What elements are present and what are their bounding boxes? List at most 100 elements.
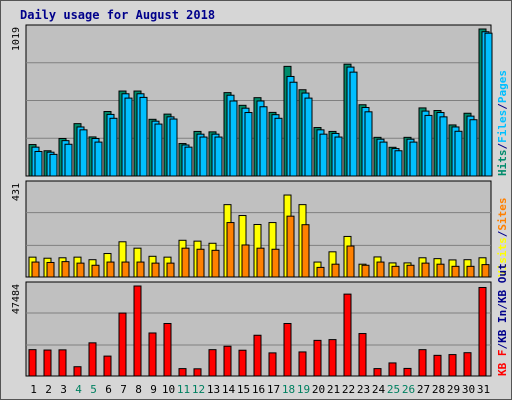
bar-visits-sites-day-2 bbox=[46, 261, 55, 278]
bar-hits-pages-day-5 bbox=[94, 141, 103, 177]
x-tick-day-9: 9 bbox=[150, 383, 157, 396]
x-tick-day-11: 11 bbox=[177, 383, 190, 396]
panel-hits-legend-item-1: / bbox=[496, 143, 509, 150]
x-tick-day-30: 30 bbox=[462, 383, 475, 396]
panel-kbytes-legend-item-0: KB F bbox=[496, 350, 509, 377]
bar-kbytes-kb-f-day-11 bbox=[178, 368, 187, 377]
bar-kbytes-kb-f-day-26 bbox=[403, 367, 412, 377]
x-tick-day-7: 7 bbox=[120, 383, 127, 396]
panel-hits-legend-item-0: Hits bbox=[496, 150, 509, 177]
bar-visits-sites-day-3 bbox=[61, 261, 70, 278]
bar-visits-sites-day-27 bbox=[421, 262, 430, 278]
x-tick-day-5: 5 bbox=[90, 383, 97, 396]
panel-hits-legend-item-2: Files bbox=[496, 110, 509, 143]
bar-hits-pages-day-31 bbox=[484, 32, 493, 177]
bar-visits-sites-day-5 bbox=[91, 264, 100, 278]
bar-kbytes-kb-f-day-6 bbox=[103, 355, 112, 377]
panel-kbytes-legend-item-2: KB In bbox=[496, 310, 509, 343]
panel-kbytes-legend-item-1: / bbox=[496, 343, 509, 350]
bar-hits-pages-day-1 bbox=[34, 150, 43, 177]
x-tick-day-15: 15 bbox=[237, 383, 250, 396]
x-tick-day-27: 27 bbox=[417, 383, 430, 396]
panel-visits: 431 Visits/Sites bbox=[11, 180, 509, 278]
x-tick-day-16: 16 bbox=[252, 383, 265, 396]
bar-kbytes-kb-f-day-10 bbox=[163, 322, 172, 377]
bar-visits-sites-day-24 bbox=[376, 261, 385, 278]
bar-hits-pages-day-4 bbox=[79, 129, 88, 177]
bar-visits-sites-day-12 bbox=[196, 248, 205, 278]
x-tick-day-24: 24 bbox=[372, 383, 386, 396]
bar-hits-pages-day-24 bbox=[379, 141, 388, 177]
bar-hits-pages-day-2 bbox=[49, 153, 58, 177]
bar-visits-sites-day-16 bbox=[256, 247, 265, 278]
bar-hits-pages-day-18 bbox=[289, 81, 298, 177]
bar-kbytes-kb-f-day-29 bbox=[448, 354, 457, 377]
bar-hits-pages-day-21 bbox=[334, 136, 343, 177]
panel-visits-legend: Visits/Sites bbox=[496, 198, 509, 278]
bar-hits-pages-day-22 bbox=[349, 71, 358, 177]
bar-visits-sites-day-20 bbox=[316, 266, 325, 278]
x-tick-day-21: 21 bbox=[327, 383, 340, 396]
bar-kbytes-kb-f-day-23 bbox=[358, 333, 367, 377]
x-tick-day-12: 12 bbox=[192, 383, 205, 396]
x-tick-day-23: 23 bbox=[357, 383, 370, 396]
bar-hits-pages-day-13 bbox=[214, 136, 223, 177]
panel-kbytes-legend: KB F/KB In/KB Out bbox=[496, 263, 509, 376]
bar-kbytes-kb-f-day-30 bbox=[463, 352, 472, 377]
x-tick-day-13: 13 bbox=[207, 383, 220, 396]
bar-visits-sites-day-10 bbox=[166, 262, 175, 278]
bar-visits-sites-day-9 bbox=[151, 262, 160, 278]
bar-kbytes-kb-f-day-7 bbox=[118, 312, 127, 377]
x-tick-day-2: 2 bbox=[45, 383, 52, 396]
bar-kbytes-kb-f-day-17 bbox=[268, 352, 277, 377]
bar-hits-pages-day-25 bbox=[394, 150, 403, 177]
x-tick-day-10: 10 bbox=[162, 383, 175, 396]
bar-hits-pages-day-27 bbox=[424, 114, 433, 177]
bar-visits-sites-day-26 bbox=[406, 264, 415, 278]
bar-kbytes-kb-f-day-8 bbox=[133, 285, 142, 377]
panel-hits-legend-item-3: / bbox=[496, 103, 509, 110]
x-tick-day-25: 25 bbox=[387, 383, 400, 396]
bar-kbytes-kb-f-day-13 bbox=[208, 349, 217, 377]
bar-kbytes-kb-f-day-25 bbox=[388, 362, 397, 377]
bar-hits-pages-day-6 bbox=[109, 117, 118, 177]
bar-hits-pages-day-17 bbox=[274, 117, 283, 177]
bar-hits-pages-day-12 bbox=[199, 136, 208, 177]
bar-visits-sites-day-22 bbox=[346, 245, 355, 278]
bar-visits-sites-day-11 bbox=[181, 247, 190, 278]
panel-hits-legend: Hits/Files/Pages bbox=[496, 70, 509, 176]
bar-visits-sites-day-15 bbox=[241, 244, 250, 278]
bar-hits-pages-day-16 bbox=[259, 106, 268, 177]
bar-kbytes-kb-f-day-15 bbox=[238, 349, 247, 377]
x-tick-day-14: 14 bbox=[222, 383, 236, 396]
bar-visits-sites-day-1 bbox=[31, 261, 40, 278]
bar-kbytes-kb-f-day-22 bbox=[343, 293, 352, 377]
bar-kbytes-kb-f-day-5 bbox=[88, 342, 97, 377]
bar-visits-sites-day-25 bbox=[391, 265, 400, 278]
bar-hits-pages-day-10 bbox=[169, 118, 178, 177]
panel-hits-legend-item-4: Pages bbox=[496, 70, 509, 103]
bar-kbytes-kb-f-day-21 bbox=[328, 339, 337, 377]
bar-kbytes-kb-f-day-4 bbox=[73, 366, 82, 377]
x-tick-day-29: 29 bbox=[447, 383, 460, 396]
bar-hits-pages-day-15 bbox=[244, 112, 253, 177]
bar-visits-sites-day-18 bbox=[286, 215, 295, 278]
bar-hits-pages-day-30 bbox=[469, 119, 478, 177]
bar-hits-pages-day-3 bbox=[64, 143, 73, 177]
panel-visits-ymax-label: 431 bbox=[11, 183, 22, 201]
bar-hits-pages-day-26 bbox=[409, 141, 418, 177]
x-tick-day-17: 17 bbox=[267, 383, 280, 396]
x-tick-day-6: 6 bbox=[105, 383, 112, 396]
panel-visits-legend-item-1: / bbox=[496, 230, 509, 237]
bar-kbytes-kb-f-day-1 bbox=[28, 349, 37, 377]
bar-hits-pages-day-7 bbox=[124, 97, 133, 177]
bar-visits-sites-day-21 bbox=[331, 263, 340, 278]
bar-hits-pages-day-28 bbox=[439, 116, 448, 177]
bar-visits-sites-day-7 bbox=[121, 261, 130, 278]
bar-visits-sites-day-30 bbox=[466, 265, 475, 278]
bar-kbytes-kb-f-day-20 bbox=[313, 339, 322, 377]
bar-kbytes-kb-f-day-28 bbox=[433, 354, 442, 377]
